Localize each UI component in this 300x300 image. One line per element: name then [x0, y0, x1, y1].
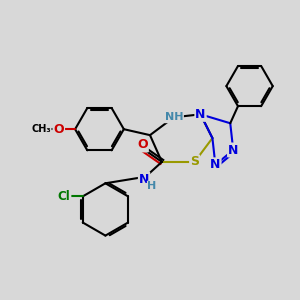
Text: O: O: [137, 138, 148, 152]
Text: S: S: [190, 155, 199, 168]
Text: N: N: [228, 143, 238, 157]
Text: N: N: [210, 158, 220, 171]
Text: N: N: [139, 172, 149, 186]
Text: Cl: Cl: [58, 190, 70, 203]
Text: N: N: [195, 108, 206, 121]
Text: NH: NH: [164, 112, 183, 122]
Text: CH₃: CH₃: [31, 124, 51, 134]
Text: O: O: [53, 123, 64, 136]
Text: H: H: [148, 181, 157, 191]
